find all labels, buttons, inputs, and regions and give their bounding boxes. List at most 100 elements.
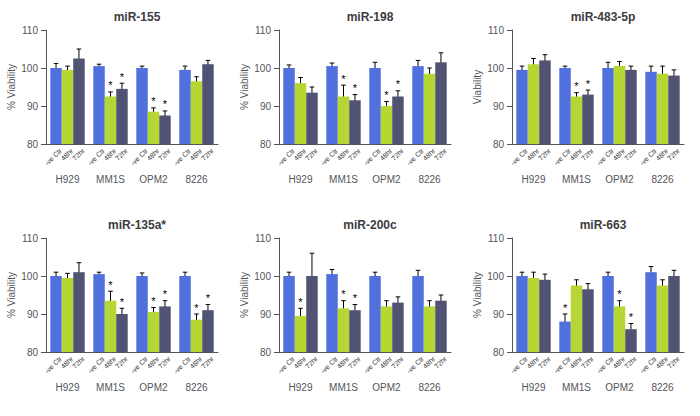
svg-text:80: 80 bbox=[493, 139, 505, 150]
svg-text:H929: H929 bbox=[56, 382, 80, 393]
svg-text:110: 110 bbox=[488, 233, 504, 244]
svg-text:8226: 8226 bbox=[185, 382, 208, 393]
svg-text:80: 80 bbox=[27, 347, 39, 358]
svg-text:100: 100 bbox=[254, 271, 271, 282]
svg-text:72hr: 72hr bbox=[623, 355, 638, 370]
svg-text:*: * bbox=[206, 292, 211, 304]
svg-text:*: * bbox=[353, 82, 358, 94]
svg-text:*: * bbox=[341, 288, 346, 300]
svg-text:90: 90 bbox=[260, 101, 272, 112]
svg-text:MM1S: MM1S bbox=[96, 174, 125, 185]
svg-text:100: 100 bbox=[487, 271, 504, 282]
svg-text:miR-198: miR-198 bbox=[347, 10, 394, 24]
svg-text:*: * bbox=[353, 292, 358, 304]
svg-text:72hr: 72hr bbox=[200, 147, 215, 162]
svg-text:% Viability: % Viability bbox=[472, 272, 483, 318]
svg-text:MM1S: MM1S bbox=[562, 382, 591, 393]
svg-text:80: 80 bbox=[260, 139, 272, 150]
svg-text:110: 110 bbox=[255, 233, 271, 244]
svg-text:% Viability: % Viability bbox=[6, 64, 17, 110]
svg-text:*: * bbox=[194, 302, 199, 314]
svg-text:100: 100 bbox=[21, 271, 38, 282]
svg-text:72hr: 72hr bbox=[580, 355, 595, 370]
svg-text:*: * bbox=[120, 296, 125, 308]
svg-text:72hr: 72hr bbox=[157, 147, 172, 162]
svg-text:110: 110 bbox=[255, 25, 271, 36]
svg-text:% Viability: % Viability bbox=[239, 64, 250, 110]
svg-text:*: * bbox=[298, 296, 303, 308]
svg-text:72hr: 72hr bbox=[114, 355, 129, 370]
svg-text:90: 90 bbox=[493, 101, 505, 112]
svg-text:90: 90 bbox=[493, 309, 505, 320]
svg-text:72hr: 72hr bbox=[114, 147, 129, 162]
svg-text:72hr: 72hr bbox=[304, 147, 319, 162]
svg-text:110: 110 bbox=[22, 25, 38, 36]
svg-text:72hr: 72hr bbox=[433, 355, 448, 370]
svg-text:100: 100 bbox=[21, 63, 38, 74]
svg-text:90: 90 bbox=[27, 309, 39, 320]
svg-text:% Viability: % Viability bbox=[6, 272, 17, 318]
svg-text:% Viability: % Viability bbox=[239, 272, 250, 318]
svg-text:72hr: 72hr bbox=[666, 355, 681, 370]
svg-text:miR-200c: miR-200c bbox=[343, 218, 397, 232]
svg-text:8226: 8226 bbox=[418, 174, 441, 185]
svg-text:miR-663: miR-663 bbox=[580, 218, 627, 232]
svg-text:*: * bbox=[341, 73, 346, 85]
svg-text:MM1S: MM1S bbox=[329, 174, 358, 185]
svg-text:*: * bbox=[163, 98, 168, 110]
svg-text:MM1S: MM1S bbox=[329, 382, 358, 393]
svg-text:72hr: 72hr bbox=[390, 147, 405, 162]
svg-text:Viability: Viability bbox=[472, 70, 483, 104]
svg-text:80: 80 bbox=[27, 139, 39, 150]
svg-text:MM1S: MM1S bbox=[96, 382, 125, 393]
svg-text:80: 80 bbox=[493, 347, 505, 358]
svg-text:72hr: 72hr bbox=[666, 147, 681, 162]
svg-text:H929: H929 bbox=[522, 382, 546, 393]
svg-text:*: * bbox=[384, 89, 389, 101]
svg-text:H929: H929 bbox=[289, 382, 313, 393]
svg-text:*: * bbox=[151, 295, 156, 307]
svg-text:72hr: 72hr bbox=[200, 355, 215, 370]
svg-text:miR-483-5p: miR-483-5p bbox=[571, 10, 636, 24]
svg-text:90: 90 bbox=[27, 101, 39, 112]
svg-text:72hr: 72hr bbox=[304, 355, 319, 370]
svg-text:*: * bbox=[151, 95, 156, 107]
svg-text:MM1S: MM1S bbox=[562, 174, 591, 185]
svg-text:100: 100 bbox=[487, 63, 504, 74]
svg-text:72hr: 72hr bbox=[433, 147, 448, 162]
svg-text:72hr: 72hr bbox=[71, 355, 86, 370]
svg-text:H929: H929 bbox=[56, 174, 80, 185]
svg-text:72hr: 72hr bbox=[157, 355, 172, 370]
svg-text:110: 110 bbox=[22, 233, 38, 244]
svg-text:miR-135a*: miR-135a* bbox=[108, 218, 166, 232]
svg-text:*: * bbox=[396, 78, 401, 90]
svg-text:*: * bbox=[586, 78, 591, 90]
svg-text:*: * bbox=[120, 71, 125, 83]
svg-text:72hr: 72hr bbox=[623, 147, 638, 162]
svg-text:72hr: 72hr bbox=[71, 147, 86, 162]
svg-text:72hr: 72hr bbox=[537, 355, 552, 370]
svg-text:80: 80 bbox=[260, 347, 272, 358]
svg-text:72hr: 72hr bbox=[537, 147, 552, 162]
svg-text:*: * bbox=[574, 80, 579, 92]
svg-text:110: 110 bbox=[488, 25, 504, 36]
svg-text:OPM2: OPM2 bbox=[139, 174, 168, 185]
svg-text:72hr: 72hr bbox=[347, 355, 362, 370]
svg-text:72hr: 72hr bbox=[580, 147, 595, 162]
svg-text:*: * bbox=[563, 302, 568, 314]
svg-text:miR-155: miR-155 bbox=[114, 10, 161, 24]
svg-text:*: * bbox=[617, 288, 622, 300]
svg-text:100: 100 bbox=[254, 63, 271, 74]
svg-text:OPM2: OPM2 bbox=[372, 174, 401, 185]
svg-text:OPM2: OPM2 bbox=[605, 382, 634, 393]
svg-text:*: * bbox=[108, 279, 113, 291]
svg-text:H929: H929 bbox=[522, 174, 546, 185]
svg-text:H929: H929 bbox=[289, 174, 313, 185]
svg-text:OPM2: OPM2 bbox=[372, 382, 401, 393]
svg-text:72hr: 72hr bbox=[390, 355, 405, 370]
svg-text:90: 90 bbox=[260, 309, 272, 320]
svg-text:OPM2: OPM2 bbox=[605, 174, 634, 185]
svg-text:8226: 8226 bbox=[651, 174, 674, 185]
svg-text:*: * bbox=[163, 288, 168, 300]
svg-text:*: * bbox=[108, 79, 113, 91]
